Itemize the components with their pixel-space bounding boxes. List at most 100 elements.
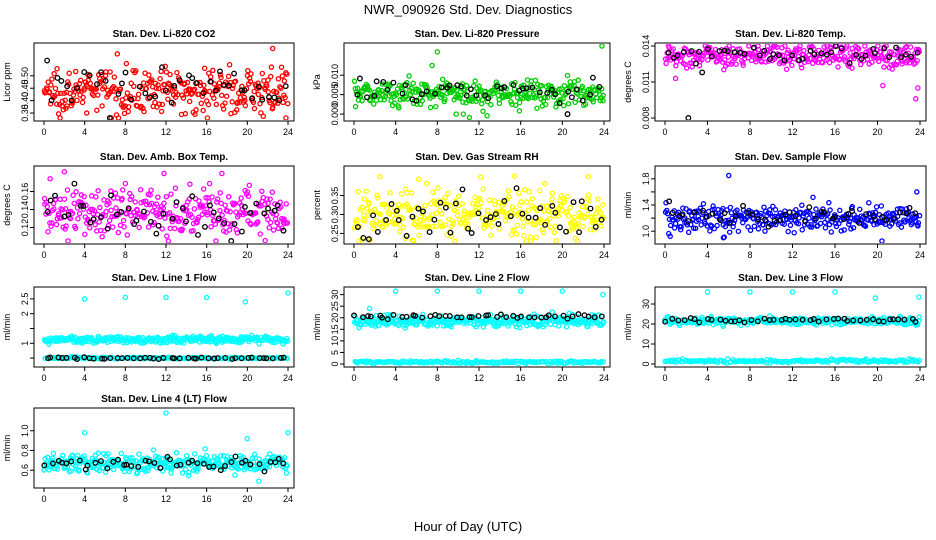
- data-point: [818, 214, 825, 220]
- series-hourly: [351, 311, 605, 323]
- data-point: [732, 213, 739, 220]
- data-point: [552, 209, 559, 216]
- data-point: [409, 89, 415, 95]
- data-point: [112, 190, 119, 196]
- data-point: [267, 219, 274, 226]
- x-tick-label: 24: [599, 373, 609, 383]
- data-point: [155, 82, 161, 88]
- data-point: [241, 97, 248, 104]
- data-point: [799, 316, 806, 323]
- panel-title: Stan. Dev. Line 2 Flow: [425, 273, 530, 284]
- data-point: [509, 204, 516, 210]
- data-point: [476, 204, 482, 211]
- data-point: [912, 318, 919, 325]
- data-point: [460, 111, 467, 117]
- data-point: [808, 224, 815, 230]
- data-point: [912, 210, 919, 217]
- x-tick-label: 12: [474, 373, 484, 383]
- data-point: [153, 230, 160, 237]
- data-point: [400, 224, 407, 231]
- data-point: [696, 48, 703, 55]
- data-point: [573, 359, 579, 365]
- data-point: [721, 210, 728, 216]
- data-point: [59, 207, 66, 213]
- y-tick-label: 2.5: [20, 293, 30, 306]
- data-point: [791, 229, 797, 236]
- data-point: [261, 468, 268, 475]
- data-point: [373, 218, 379, 224]
- data-point: [137, 186, 144, 193]
- data-point: [157, 75, 163, 82]
- data-point: [724, 61, 731, 67]
- data-point: [808, 222, 814, 228]
- data-point: [433, 210, 440, 217]
- data-point: [269, 189, 276, 195]
- data-point: [774, 44, 780, 50]
- data-point: [704, 46, 711, 52]
- plot-frame: [33, 407, 295, 489]
- data-point: [390, 311, 397, 318]
- data-point: [123, 60, 130, 67]
- data-point: [113, 205, 119, 211]
- data-point: [165, 96, 171, 102]
- data-point: [58, 214, 65, 221]
- data-point: [738, 212, 745, 219]
- data-point: [845, 211, 852, 217]
- data-point: [510, 81, 517, 88]
- series-all: [351, 44, 606, 120]
- data-point: [433, 103, 439, 110]
- data-point: [371, 92, 378, 99]
- x-tick-label: 24: [283, 127, 293, 137]
- data-point: [458, 83, 465, 90]
- data-point: [800, 213, 807, 219]
- data-point: [456, 95, 463, 101]
- data-point: [857, 317, 864, 324]
- data-point: [92, 221, 98, 228]
- x-tick-label: 0: [662, 373, 667, 383]
- data-point: [760, 222, 766, 228]
- data-point: [877, 219, 884, 226]
- data-point: [523, 85, 530, 92]
- data-point: [162, 215, 168, 221]
- data-point: [419, 97, 426, 104]
- data-point: [45, 79, 51, 85]
- data-point: [502, 218, 509, 224]
- data-point: [735, 228, 742, 235]
- data-point: [711, 225, 718, 232]
- x-tick-label: 12: [787, 250, 797, 260]
- data-point: [365, 236, 372, 243]
- data-point: [826, 59, 833, 66]
- panel-2: Stan. Dev. Li-820 Pressure 0 4 8 12 16 20 24 0.0…: [312, 29, 611, 137]
- data-point: [546, 208, 552, 215]
- data-point: [420, 208, 426, 215]
- data-point: [196, 198, 202, 204]
- data-point: [115, 90, 122, 97]
- data-point: [192, 355, 199, 362]
- data-point: [258, 110, 264, 116]
- data-point: [151, 459, 158, 466]
- data-point: [563, 324, 570, 330]
- data-point: [265, 205, 272, 212]
- data-point: [441, 98, 448, 105]
- data-point: [354, 91, 361, 98]
- series-all: [41, 290, 291, 347]
- data-point: [764, 44, 771, 49]
- data-point: [721, 57, 728, 63]
- data-point: [505, 188, 512, 194]
- series-hourly: [662, 315, 919, 326]
- data-point: [402, 325, 408, 331]
- data-point: [179, 92, 185, 98]
- y-axis-label: ml/min: [312, 314, 322, 341]
- data-point: [101, 355, 108, 362]
- data-point: [906, 204, 913, 211]
- panel-title: Stan. Dev. Line 1 Flow: [112, 273, 217, 284]
- data-point: [476, 288, 482, 294]
- figure-xlabel: Hour of Day (UTC): [414, 519, 522, 534]
- data-point: [268, 73, 274, 80]
- data-point: [72, 463, 79, 470]
- data-point: [766, 56, 773, 63]
- data-point: [54, 466, 61, 472]
- data-point: [228, 238, 235, 243]
- data-point: [160, 210, 167, 217]
- data-point: [513, 102, 519, 109]
